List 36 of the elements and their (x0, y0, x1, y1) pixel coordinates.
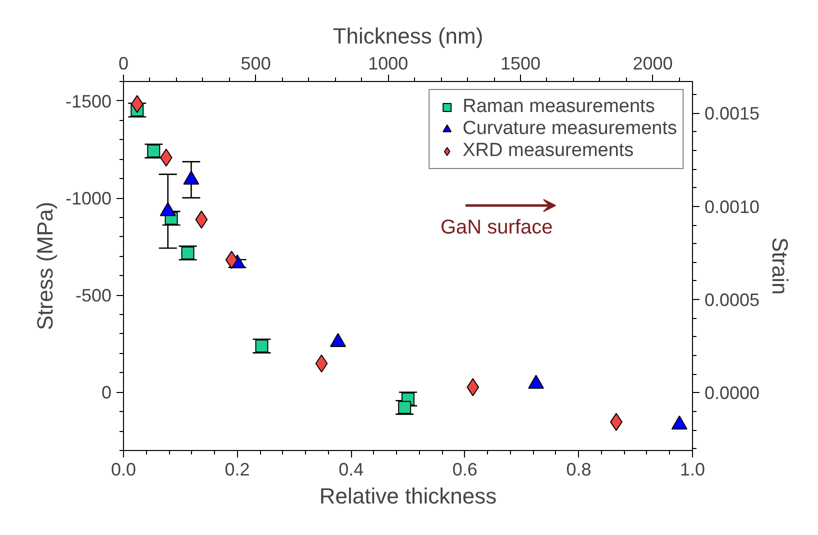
x-tick-label: 0.0 (110, 460, 136, 480)
point (315, 354, 328, 372)
y2-tick-label: 0.0010 (704, 196, 760, 217)
point (195, 210, 208, 229)
x2-tick-label: 500 (240, 54, 271, 74)
x2-tick-label: 1500 (500, 54, 540, 74)
y-axis-title: Stress (MPa) (32, 202, 58, 330)
y-tick-label: 0 (101, 382, 112, 403)
x-tick-label: 0.2 (224, 460, 250, 480)
point (225, 250, 238, 269)
point (130, 95, 144, 114)
x-tick-label: 0.6 (452, 460, 478, 480)
y2-tick-label: 0.0005 (704, 290, 760, 310)
x2-tick-label: 1000 (368, 54, 408, 74)
y-tick-label: -1000 (65, 188, 112, 209)
y2-tick-label: 0.0000 (704, 383, 760, 404)
y2-axis-title: Strain (768, 237, 793, 295)
x2-tick-label: 0 (118, 54, 129, 74)
x-axis-title: Relative thickness (319, 484, 497, 508)
x-tick-label: 0.4 (338, 460, 364, 480)
legend-label: Curvature measurements (462, 118, 677, 140)
x2-axis-title: Thickness (nm) (332, 24, 484, 48)
annotation: GaN surface (440, 216, 553, 238)
x-tick-label: 0.8 (566, 460, 592, 480)
legend-label: Raman measurements (462, 96, 655, 118)
legend-label: XRD measurements (462, 140, 634, 162)
point (466, 378, 480, 396)
y-tick-label: -500 (75, 286, 112, 306)
point (147, 144, 160, 158)
point (255, 340, 268, 353)
y2-tick-label: 0.0015 (704, 104, 760, 124)
x2-tick-label: 2000 (632, 54, 673, 74)
point (181, 246, 194, 260)
x-tick-label: 1.0 (680, 460, 706, 480)
y-tick-label: -1500 (65, 91, 112, 112)
point (398, 400, 412, 414)
